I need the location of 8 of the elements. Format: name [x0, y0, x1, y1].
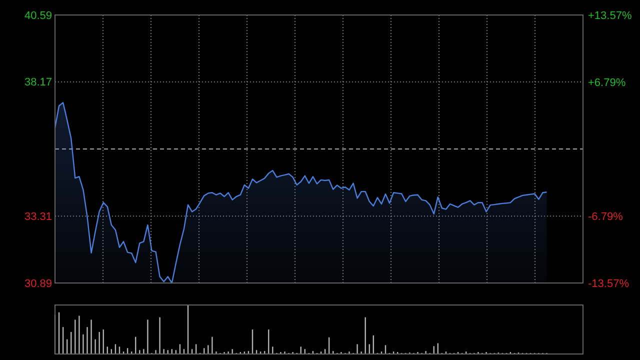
y-tick-label: 33.31	[24, 210, 52, 223]
y2-tick-label: +6.79%	[588, 76, 626, 89]
y2-tick-label: +13.57%	[588, 10, 632, 22]
y-tick-label: 38.17	[24, 76, 52, 89]
y2-tick-label: -13.57%	[588, 278, 630, 290]
y-tick-label: 30.89	[24, 278, 52, 290]
y-tick-label: 40.59	[24, 10, 52, 22]
y2-tick-label: -6.79%	[588, 210, 624, 223]
